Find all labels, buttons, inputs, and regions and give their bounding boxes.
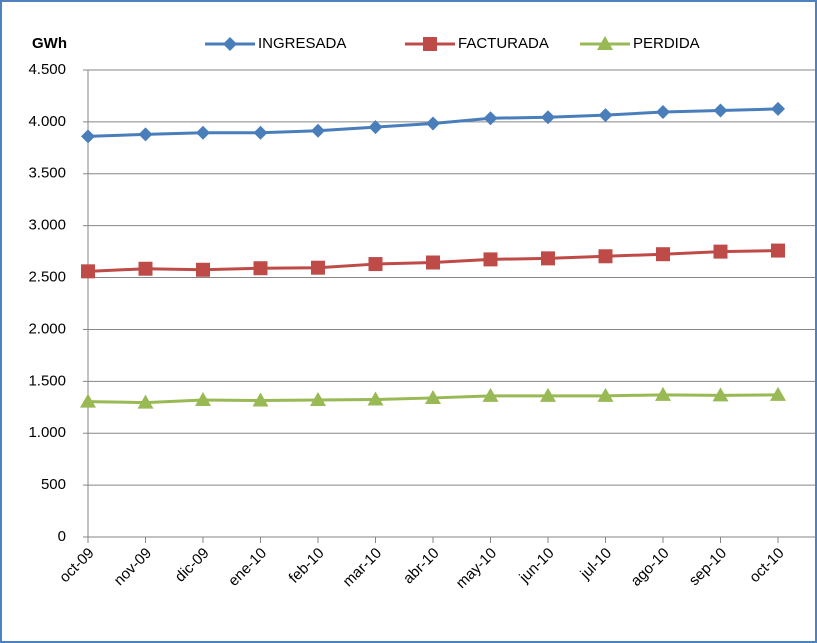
- data-point: [541, 251, 555, 266]
- y-tick-label: 4.500: [28, 61, 66, 78]
- data-point: [656, 247, 670, 262]
- data-point: [138, 127, 153, 142]
- data-point: [311, 260, 325, 275]
- data-point: [80, 393, 96, 408]
- data-point: [196, 262, 210, 277]
- data-point: [655, 386, 671, 401]
- data-point: [310, 392, 326, 407]
- data-point: [195, 392, 211, 407]
- data-point: [770, 386, 786, 401]
- legend-marker: [223, 37, 237, 51]
- data-point: [137, 394, 154, 409]
- data-point: [483, 252, 498, 267]
- y-tick-label: 1.500: [28, 372, 66, 389]
- data-point: [252, 392, 269, 407]
- y-tick-label: 1.000: [28, 424, 66, 441]
- data-point: [712, 387, 729, 402]
- data-point: [598, 249, 613, 264]
- y-tick-label: 2.000: [28, 320, 66, 337]
- data-point: [367, 391, 384, 406]
- data-point: [656, 105, 670, 120]
- y-tick-label: 3.000: [28, 217, 66, 234]
- y-tick-label: 0: [58, 528, 66, 545]
- data-point: [138, 261, 153, 276]
- data-point: [483, 111, 498, 126]
- data-point: [426, 255, 440, 270]
- data-point: [771, 101, 785, 116]
- data-point: [253, 261, 268, 276]
- legend-label: FACTURADA: [458, 35, 549, 52]
- legend-label: PERDIDA: [633, 35, 700, 52]
- data-point: [425, 389, 441, 404]
- data-point: [368, 257, 383, 272]
- data-point: [540, 387, 556, 402]
- data-point: [713, 103, 728, 118]
- data-point: [541, 110, 555, 125]
- data-point: [196, 125, 210, 140]
- legend-marker: [597, 36, 613, 50]
- data-point: [482, 387, 499, 402]
- data-point: [713, 244, 728, 259]
- data-point: [81, 264, 95, 279]
- data-point: [597, 387, 614, 402]
- data-point: [253, 125, 268, 140]
- y-tick-label: 2.500: [28, 269, 66, 286]
- data-point: [368, 120, 383, 135]
- y-tick-label: 500: [41, 476, 66, 493]
- data-point: [426, 116, 440, 131]
- y-tick-label: 3.500: [28, 165, 66, 182]
- data-point: [81, 129, 95, 144]
- y-axis-label: GWh: [32, 35, 67, 52]
- legend-label: INGRESADA: [258, 35, 346, 52]
- y-tick-label: 4.000: [28, 113, 66, 130]
- data-point: [771, 243, 785, 258]
- data-point: [311, 123, 325, 138]
- data-point: [598, 108, 613, 123]
- legend-marker: [423, 37, 437, 51]
